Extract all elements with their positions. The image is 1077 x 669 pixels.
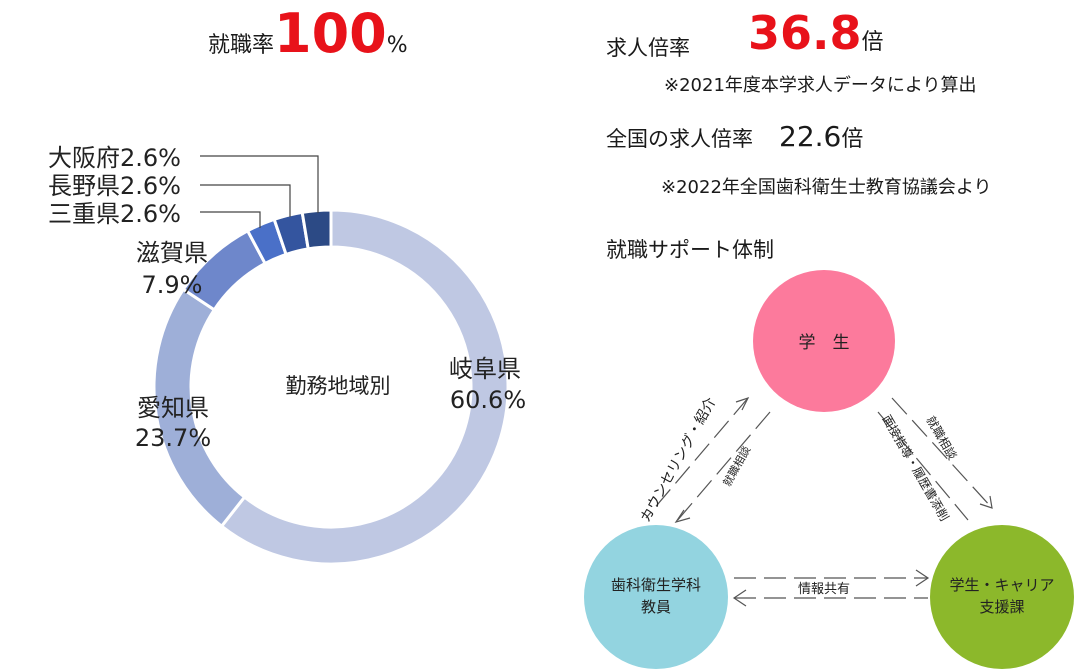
career-label-1: 学生・キャリア (949, 576, 1054, 594)
teachers-label-1: 歯科衛生学科 (611, 576, 701, 594)
support-diagram: 学 生 歯科衛生学科 教員 学生・キャリア 支援課 カウンセリング・紹介 就職相… (584, 270, 1074, 669)
job-offer-ratio: 36.8倍 (748, 6, 884, 60)
support-arrows (645, 397, 993, 599)
arrowhead-right-outer (979, 495, 993, 509)
national-ratio: 全国の求人倍率 22.6倍 (606, 120, 863, 153)
slice-label-gifu: 岐阜県 (449, 355, 521, 383)
slice-label-aichi: 愛知県 (137, 394, 209, 422)
donut-slice-osaka (300, 208, 333, 251)
slice-value-aichi: 23.7% (135, 424, 211, 452)
teachers-label-2: 教員 (641, 598, 671, 616)
job-offer-label: 求人倍率 (606, 36, 690, 60)
leader-lines (200, 155, 319, 228)
employment-rate: 就職率100% (208, 2, 408, 65)
employment-rate-value: 100 (274, 2, 387, 65)
employment-rate-unit: % (386, 33, 408, 58)
arrow-left-outer (645, 397, 749, 519)
arrow-heads (674, 396, 993, 607)
arrow-right-inner (877, 411, 969, 521)
slice-label-osaka: 大阪府2.6% (48, 144, 181, 172)
donut-center-label: 勤務地域別 (286, 374, 391, 398)
arrowhead-bottom-bottom (732, 589, 747, 607)
job-offer-unit: 倍 (861, 30, 884, 55)
student-label: 学 生 (799, 333, 850, 353)
job-offer-note: ※2021年度本学求人データにより算出 (664, 75, 977, 96)
national-value: 22.6 (779, 120, 842, 153)
left-inner-label: 就職相談 (720, 443, 754, 488)
arrowhead-left-outer (735, 396, 750, 411)
career-circle (930, 525, 1074, 669)
slice-label-shiga: 滋賀県 (136, 239, 208, 267)
support-title: 就職サポート体制 (606, 238, 774, 262)
leader-line-osaka (200, 155, 319, 213)
leader-line-nagano (200, 184, 291, 217)
student-circle (753, 270, 895, 412)
bottom-label: 情報共有 (798, 582, 850, 597)
teachers-circle (584, 525, 728, 669)
right-outer-label: 就職相談 (923, 413, 960, 462)
arrowhead-bottom-top (915, 569, 930, 587)
slice-value-shiga: 7.9% (142, 271, 203, 299)
left-outer-label: カウンセリング・紹介 (638, 395, 720, 525)
arrow-right-outer (891, 397, 993, 509)
donut-slice-gifu (219, 208, 510, 566)
national-unit: 倍 (841, 127, 864, 152)
national-note: ※2022年全国歯科衛生士教育協議会より (661, 177, 992, 198)
arrowhead-left-inner (674, 509, 691, 524)
slice-label-nagano: 長野県2.6% (48, 172, 181, 200)
slice-value-gifu: 60.6% (450, 386, 526, 414)
region-donut-chart: 勤務地域別 岐阜県 60.6% 愛知県 23.7% 滋賀県 7.9% 三重県2.… (48, 144, 526, 566)
career-label-2: 支援課 (979, 598, 1024, 616)
slice-label-mie: 三重県2.6% (48, 200, 181, 228)
employment-rate-label: 就職率 (208, 33, 275, 58)
leader-line-mie (200, 211, 261, 228)
arrow-left-inner (675, 411, 771, 523)
job-offer-value: 36.8 (748, 6, 862, 60)
national-label: 全国の求人倍率 (606, 127, 753, 151)
